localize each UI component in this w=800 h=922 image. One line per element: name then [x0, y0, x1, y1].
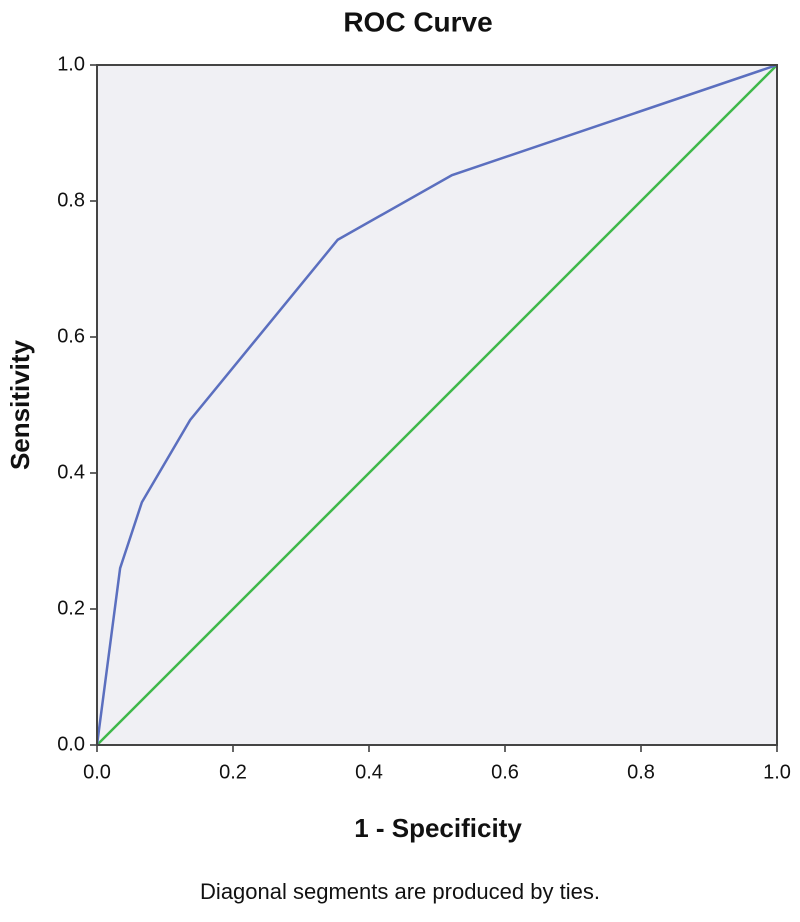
x-tick-label: 0.6: [491, 761, 519, 783]
x-tick-label: 1.0: [763, 761, 791, 783]
plot-border: [96, 64, 778, 746]
y-tick-label: 0.0: [57, 733, 85, 755]
y-tick-label: 0.8: [57, 189, 85, 211]
x-tick-label: 0.4: [355, 761, 383, 783]
y-axis-label: Sensitivity: [5, 339, 35, 470]
x-tick-label: 0.2: [219, 761, 247, 783]
x-tick-label: 0.0: [83, 761, 111, 783]
x-axis-label: 1 - Specificity: [354, 813, 522, 843]
roc-line: [96, 64, 778, 746]
y-tick-label: 1.0: [57, 53, 85, 75]
footnote: Diagonal segments are produced by ties.: [200, 879, 600, 904]
roc-line: [95, 63, 778, 746]
y-tick-label: 0.4: [57, 461, 85, 483]
x-tick-label: 0.8: [627, 761, 655, 783]
chart-title: ROC Curve: [343, 6, 492, 37]
y-tick-label: 0.6: [57, 325, 85, 347]
y-tick-label: 0.2: [57, 597, 85, 619]
